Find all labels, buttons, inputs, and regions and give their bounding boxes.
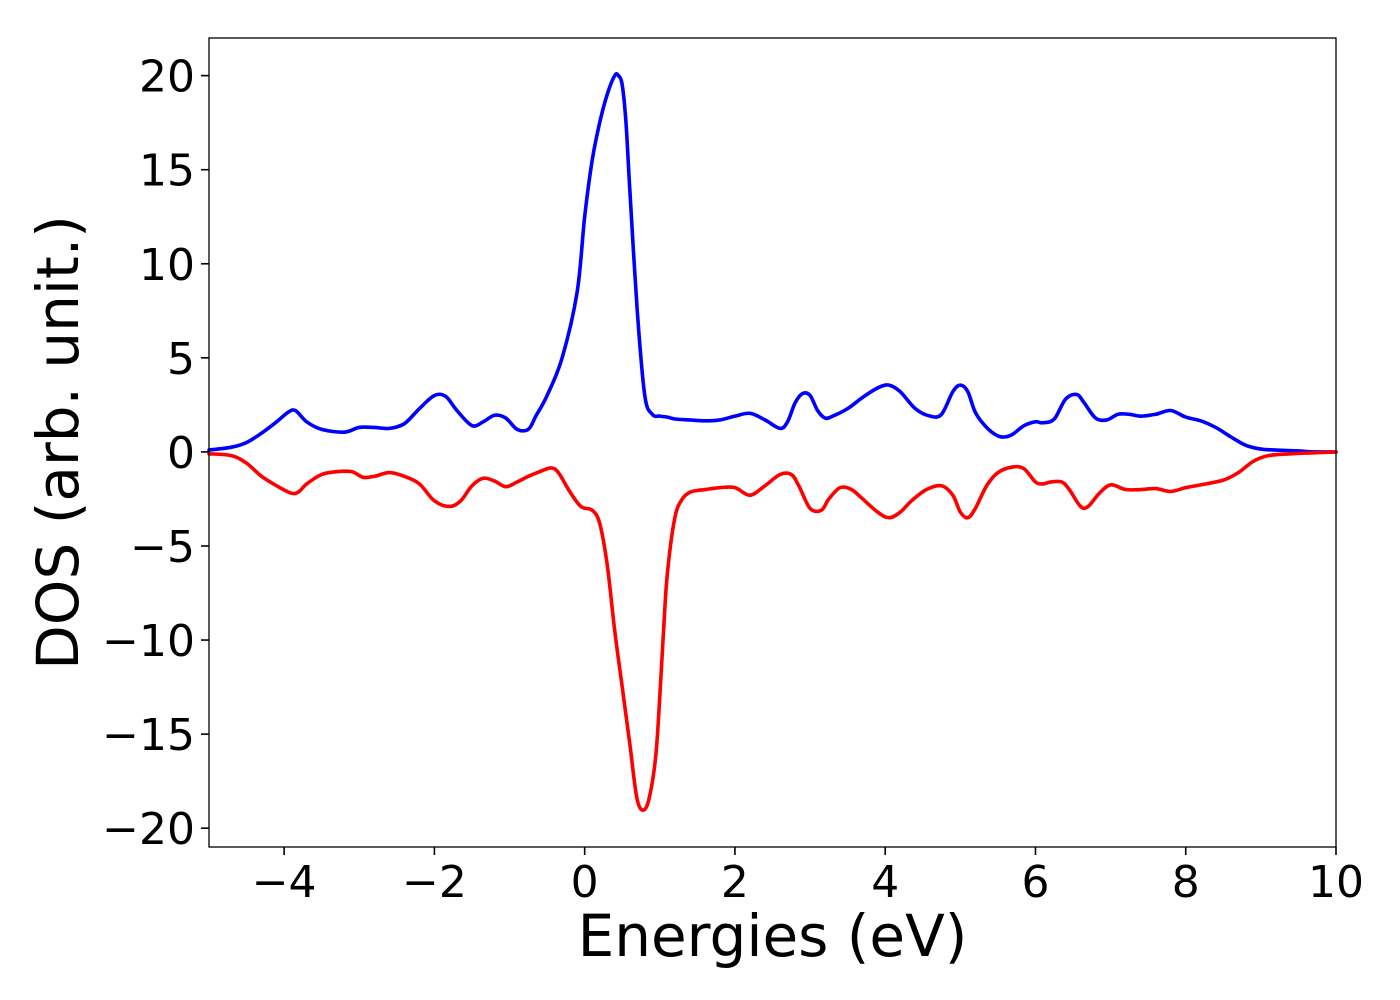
plot-frame [208,37,1337,848]
x-tick-label: 10 [1308,857,1364,908]
x-tick-label: −4 [252,857,317,908]
spin-down-dos-line [207,450,1338,812]
y-tick-label: −20 [102,804,195,855]
y-tick-label: −10 [102,616,195,667]
y-tick-label: −15 [102,710,195,761]
x-tick-label: 6 [1021,857,1049,908]
x-axis-ticks: −4 −2 0 2 4 6 8 10 [252,847,1364,908]
x-tick-label: −2 [402,857,467,908]
y-axis-title: DOS (arb. unit.) [24,215,92,670]
x-tick-label: 2 [721,857,749,908]
x-tick-label: 4 [871,857,899,908]
y-tick-label: 10 [139,240,195,291]
y-tick-label: 20 [139,52,195,103]
y-tick-label: −5 [130,522,195,573]
x-tick-label: 8 [1172,857,1200,908]
x-tick-label: 0 [571,857,599,908]
x-axis-title: Energies (eV) [578,902,968,970]
spin-up-dos-line [207,72,1338,454]
y-tick-label: 0 [167,428,195,479]
y-tick-label: 5 [167,334,195,385]
series-layer [207,72,1338,812]
y-tick-label: 15 [139,146,195,197]
y-axis-ticks: −20 −15 −10 −5 0 5 10 15 20 [102,52,209,855]
